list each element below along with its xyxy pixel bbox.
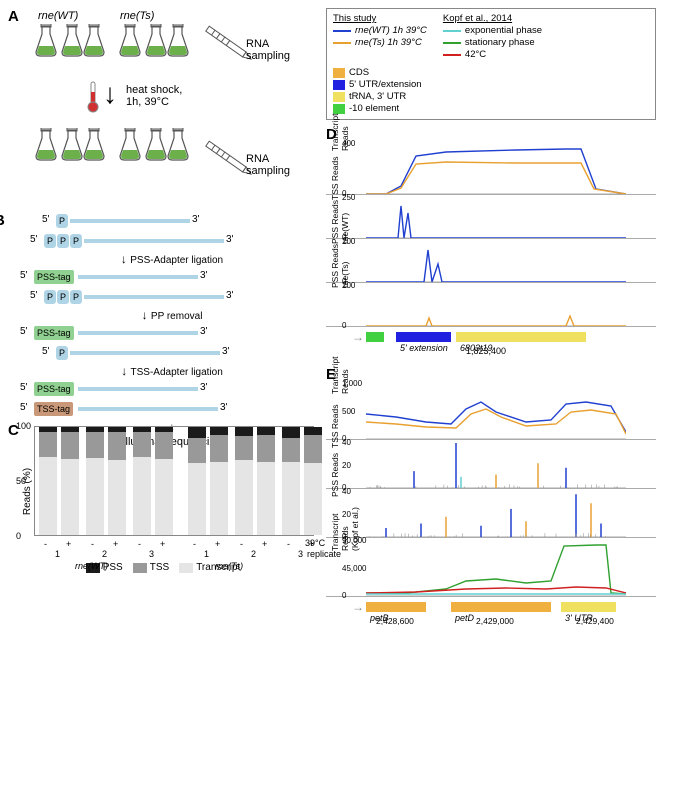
panel-b-label: B [0, 212, 5, 229]
figure-root: A rne(WT) rne(Ts) ↓ heat shock, 1h, 39°C… [8, 8, 670, 630]
panel-e: E Transcript Reads05001,000TSS Reads0204… [326, 366, 656, 630]
arrow-down-icon: ↓ [103, 78, 117, 110]
panel-a: A rne(WT) rne(Ts) ↓ heat shock, 1h, 39°C… [8, 8, 318, 208]
leg-this-study: This study [333, 13, 427, 24]
thermometer-icon [86, 80, 100, 114]
panel-c: C Reads (%) - + - + - + - + - + - [8, 426, 318, 596]
rna-sampling-1: RNA sampling [246, 38, 290, 62]
chart-c: - + - + - + - + - + - +12312339°Creplica… [34, 426, 314, 536]
panel-d-plots: Transcript Reads0400TSS Reads0250PSS Rea… [326, 144, 656, 360]
leg-kopf: Kopf et al., 2014 [443, 13, 542, 24]
panel-a-label: A [8, 8, 19, 25]
c-y-label: Reads (%) [22, 468, 33, 515]
right-column: This study rne(WT) 1h 39°C rne(Ts) 1h 39… [326, 8, 656, 630]
legend-c: PSS TSS Transcript [8, 562, 318, 573]
rna-sampling-2: RNA sampling [246, 153, 290, 177]
panel-b: B 5'P3'5'PPP3'↓ PSS-Adapter ligation5'PS… [8, 212, 318, 422]
heatshock-label: heat shock, 1h, 39°C [126, 84, 182, 108]
ts-label: rne(Ts) [120, 10, 154, 22]
legend-tss: TSS [133, 562, 169, 573]
panel-e-plots: Transcript Reads05001,000TSS Reads02040P… [326, 384, 656, 630]
panel-d: D Transcript Reads0400TSS Reads0250PSS R… [326, 126, 656, 360]
left-column: A rne(WT) rne(Ts) ↓ heat shock, 1h, 39°C… [8, 8, 318, 630]
legend-right: This study rne(WT) 1h 39°C rne(Ts) 1h 39… [326, 8, 656, 120]
wt-label: rne(WT) [38, 10, 78, 22]
panel-b-diagram: 5'P3'5'PPP3'↓ PSS-Adapter ligation5'PSS-… [26, 212, 318, 448]
